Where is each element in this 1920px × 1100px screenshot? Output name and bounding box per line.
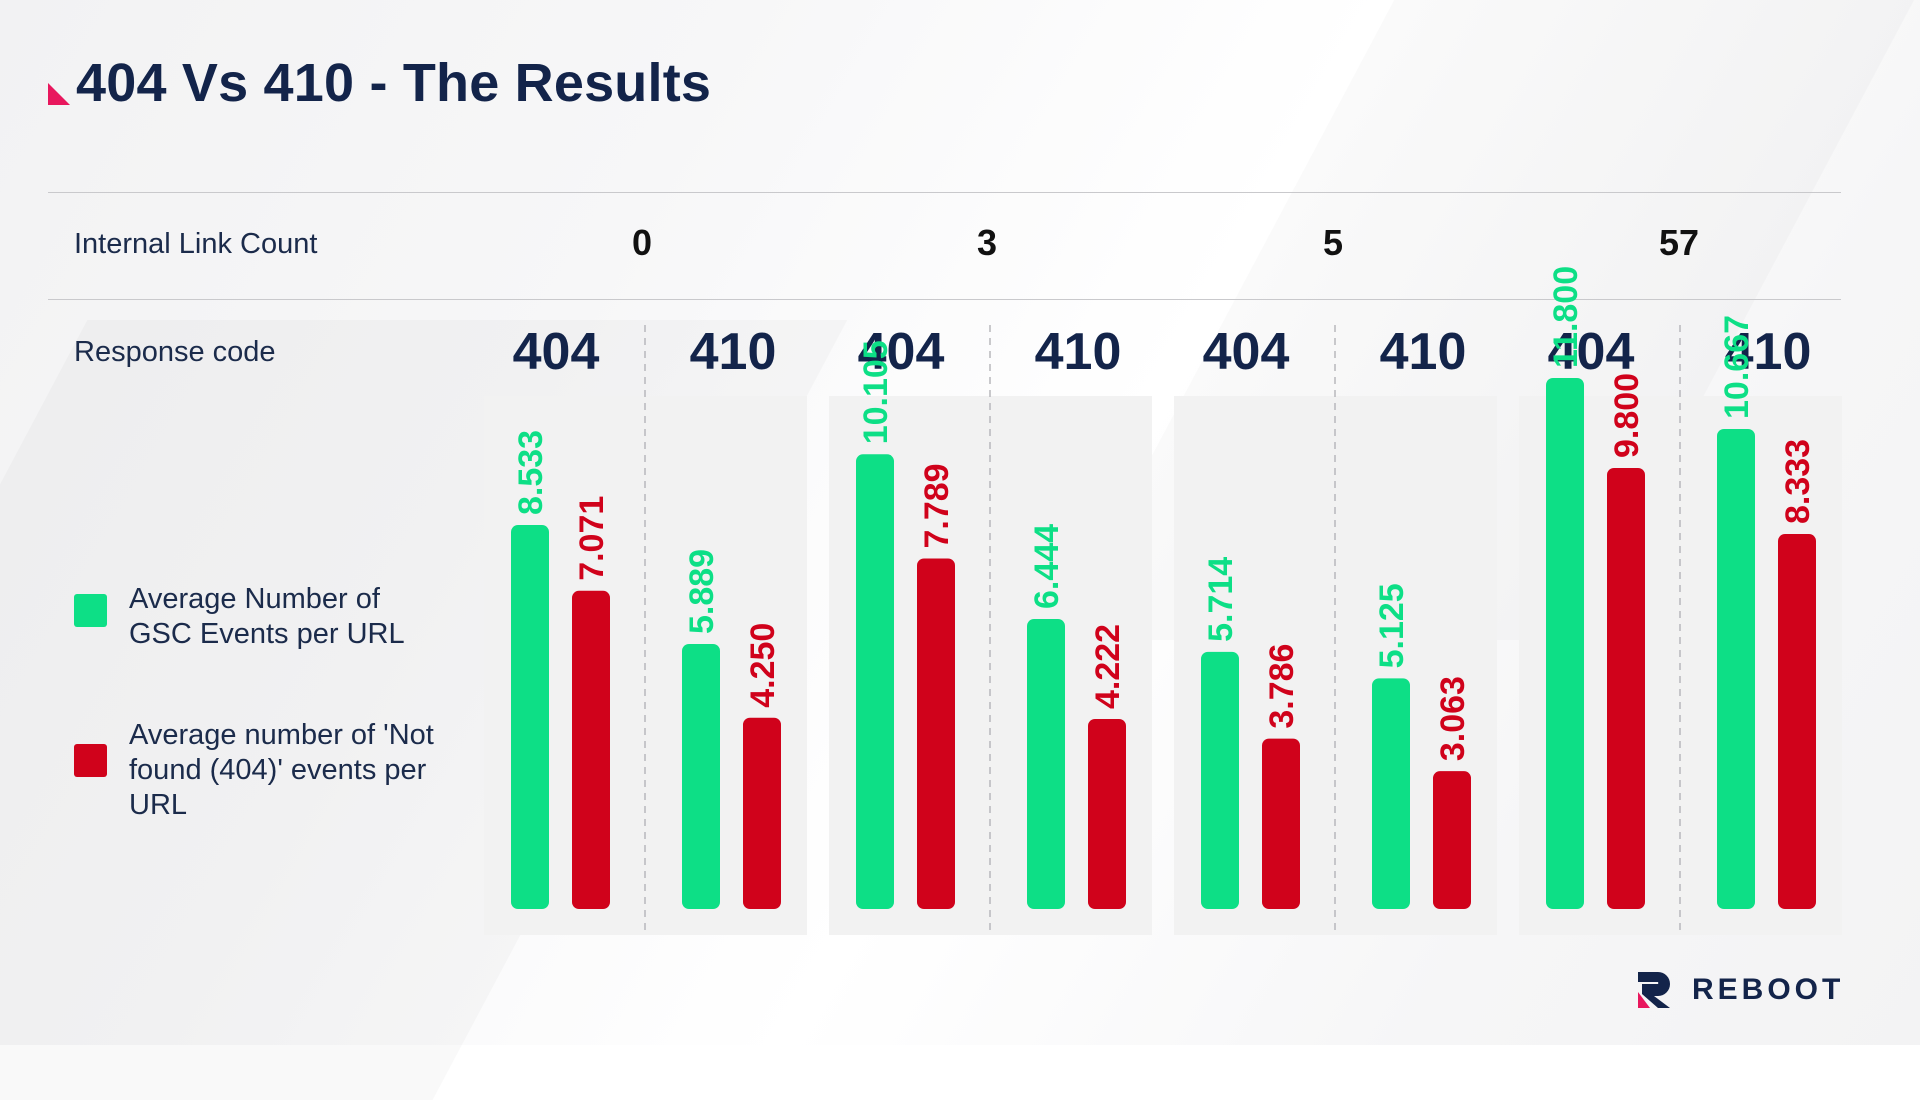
- bar-not-found-events: [1433, 771, 1471, 909]
- divider-middle: [48, 299, 1841, 300]
- data-label: 8.533: [512, 430, 550, 515]
- data-label: 5.714: [1202, 557, 1240, 642]
- response-code-label: 404: [512, 323, 600, 381]
- response-code-label: 410: [1724, 323, 1812, 381]
- data-label: 6.444: [1028, 524, 1066, 609]
- bar-gsc-events: [682, 643, 720, 909]
- bar-not-found-events: [743, 717, 781, 909]
- reboot-logo: REBOOT: [1636, 970, 1844, 1010]
- data-label: 7.071: [573, 496, 611, 581]
- bar-not-found-events: [1262, 738, 1300, 909]
- response-code-label: 410: [1379, 323, 1467, 381]
- link-count-label: 3: [976, 222, 998, 263]
- data-label: 5.125: [1373, 583, 1411, 668]
- data-label: 3.786: [1263, 644, 1301, 729]
- response-code-label: 404: [857, 323, 945, 381]
- divider-top: [48, 192, 1841, 193]
- response-code-label: 410: [1034, 323, 1122, 381]
- data-label: 4.222: [1089, 624, 1127, 709]
- bar-not-found-events: [572, 590, 610, 909]
- row-label-response-code: Response code: [74, 336, 276, 368]
- page-title: 404 Vs 410 - The Results: [48, 48, 711, 118]
- legend-item-not-found-events: Average number of 'Not found (404)' even…: [74, 718, 449, 823]
- legend-item-gsc-events: Average Number of GSC Events per URL: [74, 582, 449, 652]
- bar-not-found-events: [1778, 534, 1816, 909]
- data-label: 3.063: [1434, 676, 1472, 761]
- title-accent-icon: [48, 83, 70, 105]
- link-count-label: 57: [1658, 222, 1700, 263]
- bar-gsc-events: [856, 454, 894, 909]
- bar-gsc-events: [1372, 678, 1410, 909]
- title-text: 404 Vs 410 - The Results: [76, 53, 712, 113]
- bar-not-found-events: [1088, 719, 1126, 909]
- bar-not-found-events: [917, 558, 955, 909]
- data-label: 11.800: [1547, 266, 1585, 368]
- bar-chart: 8.533 7.071 5.889 4.250 10.105 7.789 6.444 4.22…: [484, 266, 1842, 935]
- link-count-label: 0: [631, 222, 653, 263]
- response-code-label: 404: [1547, 323, 1635, 381]
- bar-gsc-events: [1717, 428, 1755, 909]
- reboot-logo-icon: [1638, 972, 1670, 1008]
- legend-swatch-red: [74, 744, 107, 777]
- data-label: 5.889: [683, 549, 721, 634]
- data-label: 7.789: [918, 463, 956, 548]
- data-label: 10.105: [857, 340, 895, 444]
- data-label: 9.800: [1608, 373, 1646, 458]
- data-label: 10.667: [1718, 315, 1756, 419]
- legend-label: Average Number of GSC Events per URL: [129, 583, 405, 650]
- bar-not-found-events: [1607, 468, 1645, 909]
- logo-text: REBOOT: [1692, 973, 1845, 1006]
- bar-gsc-events: [1201, 651, 1239, 909]
- link-count-label: 5: [1322, 222, 1344, 263]
- legend-label: Average number of 'Not found (404)' even…: [129, 719, 434, 821]
- row-label-link-count: Internal Link Count: [74, 228, 318, 260]
- bar-gsc-events: [1546, 378, 1584, 909]
- response-code-label: 410: [689, 323, 777, 381]
- bar-gsc-events: [511, 525, 549, 909]
- data-label: 8.333: [1779, 439, 1817, 524]
- legend-swatch-green: [74, 594, 107, 627]
- response-code-label: 404: [1202, 323, 1290, 381]
- data-label: 4.250: [744, 623, 782, 708]
- bar-gsc-events: [1027, 619, 1065, 909]
